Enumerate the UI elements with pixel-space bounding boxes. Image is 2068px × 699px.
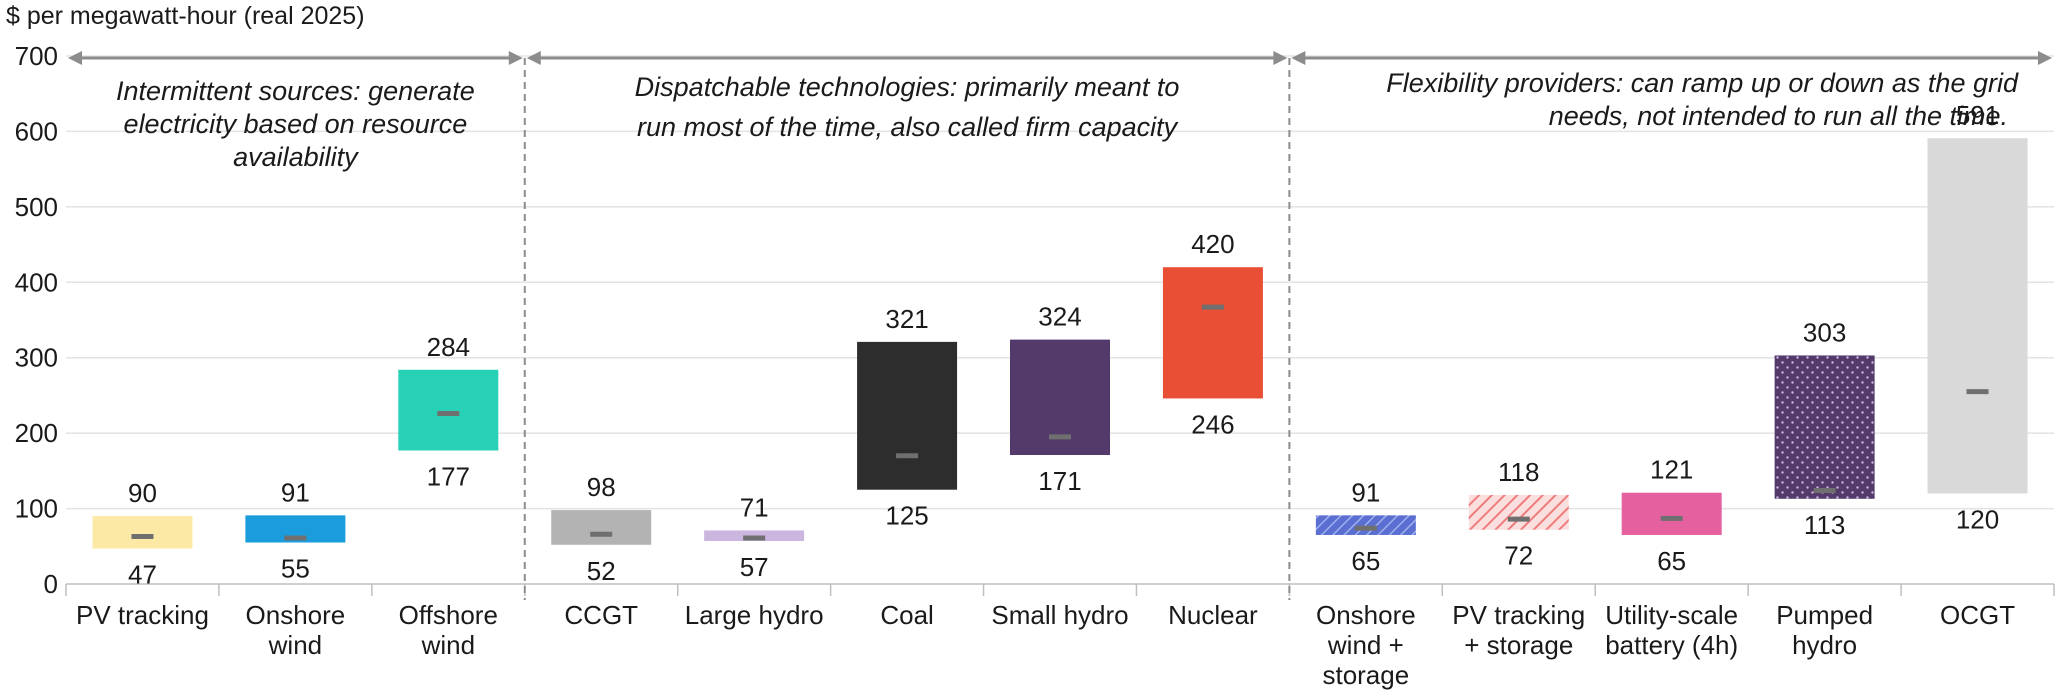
y-tick-label: 0: [44, 569, 58, 599]
arrowhead-right: [508, 51, 523, 65]
high-value-label: 420: [1191, 229, 1234, 259]
y-axis-unit-label: $ per megawatt-hour (real 2025): [6, 2, 365, 30]
range-bar: [92, 516, 193, 549]
low-value-label: 113: [1804, 510, 1845, 540]
category-label: battery (4h): [1605, 630, 1738, 660]
category-label: OCGT: [1940, 600, 2015, 630]
range-bar: [1315, 515, 1416, 535]
range-bar: [1927, 138, 2028, 494]
arrowhead-right: [2038, 51, 2052, 65]
group-annotation-text: Dispatchable technologies: primarily mea…: [635, 72, 1180, 102]
low-value-label: 171: [1038, 466, 1081, 496]
category-label: CCGT: [564, 600, 638, 630]
y-axis-ticks: 0 100 200 300 400 500 600 700: [15, 41, 58, 599]
high-value-label: 90: [128, 478, 157, 508]
low-value-label: 120: [1956, 504, 1999, 534]
category-label: Pumped: [1776, 600, 1873, 630]
category-label: Onshore: [1316, 600, 1416, 630]
range-bar: [857, 341, 958, 490]
high-value-label: 91: [1351, 477, 1380, 507]
y-tick-label: 100: [15, 494, 58, 524]
category-label: Small hydro: [991, 600, 1128, 630]
low-value-label: 246: [1191, 409, 1234, 439]
arrowhead-left: [1291, 51, 1306, 65]
group-annotation-text: Flexibility providers: can ramp up or do…: [1386, 68, 2019, 98]
high-value-label: 303: [1803, 317, 1846, 347]
low-value-label: 72: [1504, 541, 1533, 571]
high-value-label: 118: [1498, 457, 1539, 487]
group-annotation-text: run most of the time, also called firm c…: [637, 112, 1179, 142]
category-label: Large hydro: [685, 600, 824, 630]
low-value-label: 47: [128, 560, 157, 590]
high-value-label: 71: [740, 492, 769, 522]
category-label: Nuclear: [1168, 600, 1258, 630]
y-tick-label: 400: [15, 267, 58, 297]
y-tick-label: 700: [15, 41, 58, 71]
group-annotation-text: needs, not intended to run all the time.: [1549, 101, 2008, 131]
bars: [92, 138, 2028, 549]
high-value-label: 121: [1650, 455, 1693, 485]
group-annotation-text: electricity based on resource: [124, 109, 468, 139]
y-tick-label: 300: [15, 343, 58, 373]
arrowhead-left: [68, 51, 82, 65]
category-label: Offshore: [399, 600, 498, 630]
category-label: PV tracking: [1452, 600, 1585, 630]
category-label: + storage: [1464, 630, 1573, 660]
low-value-label: 65: [1657, 546, 1686, 576]
range-bar: [1162, 267, 1263, 399]
arrowhead-left: [526, 51, 541, 65]
category-label: Onshore: [246, 600, 346, 630]
category-label: wind: [268, 630, 322, 660]
category-label: Utility-scale: [1605, 600, 1738, 630]
y-tick-label: 500: [15, 192, 58, 222]
category-label: wind: [421, 630, 475, 660]
range-bar: [398, 369, 499, 451]
high-value-label: 91: [281, 477, 310, 507]
arrowhead-right: [1273, 51, 1288, 65]
y-tick-label: 200: [15, 418, 58, 448]
low-value-label: 177: [427, 461, 470, 491]
low-value-label: 52: [587, 556, 616, 586]
high-value-label: 284: [427, 332, 470, 362]
value-labels: 90 47 91 55 284 177 98 52 71 57 321 125 324 171 420 246…: [128, 100, 1999, 589]
range-bar: [1621, 492, 1722, 535]
group-annotation-text: availability: [233, 142, 359, 172]
high-value-label: 321: [885, 304, 928, 334]
category-label: Coal: [880, 600, 933, 630]
low-value-label: 55: [281, 554, 310, 584]
range-bar: [1774, 355, 1875, 499]
group-annotations: Intermittent sources: generateelectricit…: [68, 51, 2052, 600]
range-bar: [1468, 494, 1569, 530]
category-label: PV tracking: [76, 600, 209, 630]
high-value-label: 98: [587, 472, 616, 502]
low-value-label: 65: [1351, 546, 1380, 576]
category-label: hydro: [1792, 630, 1857, 660]
y-tick-label: 600: [15, 116, 58, 146]
low-value-label: 57: [740, 552, 769, 582]
high-value-label: 324: [1038, 302, 1081, 332]
low-value-label: 125: [885, 501, 928, 531]
category-label: wind +: [1327, 630, 1404, 660]
range-bar: [551, 510, 652, 545]
high-value-label: 591: [1956, 100, 1999, 130]
category-label: storage: [1322, 660, 1409, 690]
group-annotation-text: Intermittent sources: generate: [116, 76, 475, 106]
